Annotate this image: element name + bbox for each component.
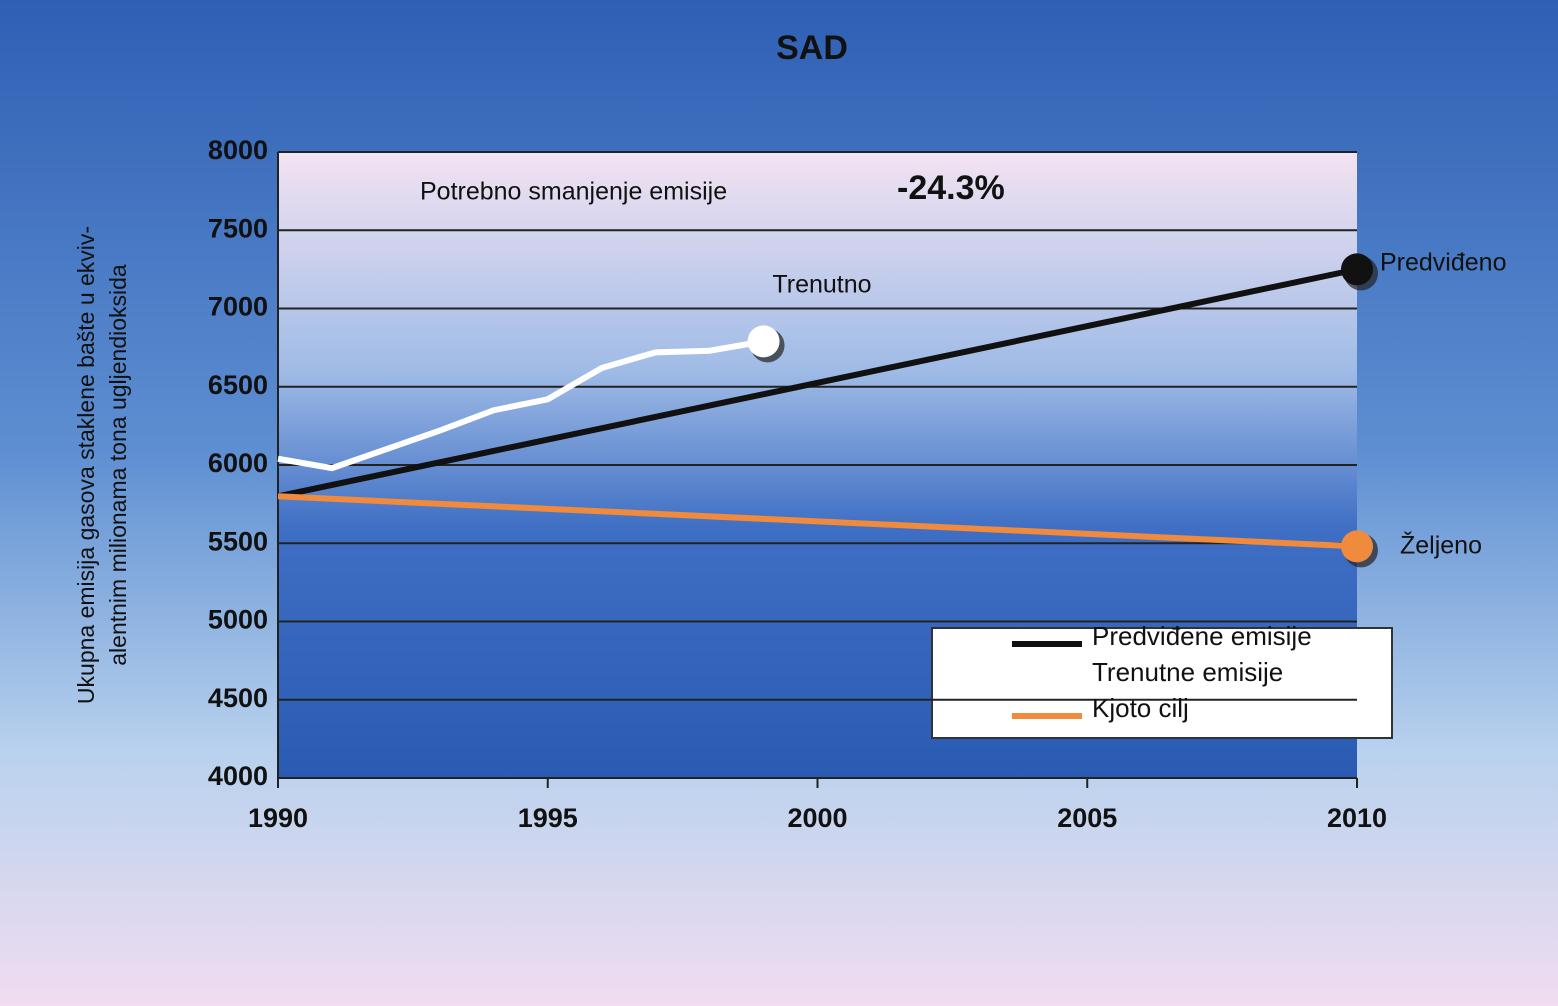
y-tick-label: 7500 — [208, 213, 268, 243]
series-line — [277, 338, 765, 472]
y-tick-label: 6500 — [208, 370, 268, 400]
end-label: Željeno — [1400, 531, 1482, 560]
y-tick-label: 4000 — [208, 761, 268, 791]
x-tick-label: 1990 — [248, 803, 308, 833]
end-marker — [747, 325, 780, 358]
x-tick-label: 1995 — [518, 803, 578, 833]
legend-label: Trenutne emisije — [1092, 657, 1283, 687]
x-tick-label: 2010 — [1327, 803, 1387, 833]
annotation: Potrebno smanjenje emisije — [420, 178, 727, 206]
end-marker — [1341, 253, 1373, 286]
legend-label: Predviđene emisije — [1092, 621, 1312, 651]
legend-label: Kjoto cilj — [1092, 693, 1189, 723]
end-label: Trenutno — [772, 271, 871, 299]
x-tick-label: 2000 — [787, 803, 847, 833]
y-tick-label: 6000 — [208, 448, 268, 478]
series-line — [277, 266, 1358, 500]
annotation: -24.3% — [897, 169, 1005, 207]
series-line — [277, 493, 1358, 550]
y-tick-label: 5500 — [208, 526, 268, 556]
x-tick-label: 2005 — [1057, 803, 1117, 833]
y-tick-label: 7000 — [208, 292, 268, 322]
legend — [931, 627, 1393, 739]
y-axis-label: Ukupna emisija gasova staklene bašte u e… — [73, 226, 99, 704]
y-tick-label: 8000 — [208, 135, 268, 165]
end-marker — [1341, 530, 1373, 563]
end-label: Predviđeno — [1380, 249, 1506, 277]
y-axis-label: alentnim milionama tona ugljendioksida — [105, 264, 131, 666]
y-tick-label: 5000 — [208, 605, 268, 635]
y-tick-label: 4500 — [208, 683, 268, 713]
chart-title: SAD — [776, 29, 848, 67]
